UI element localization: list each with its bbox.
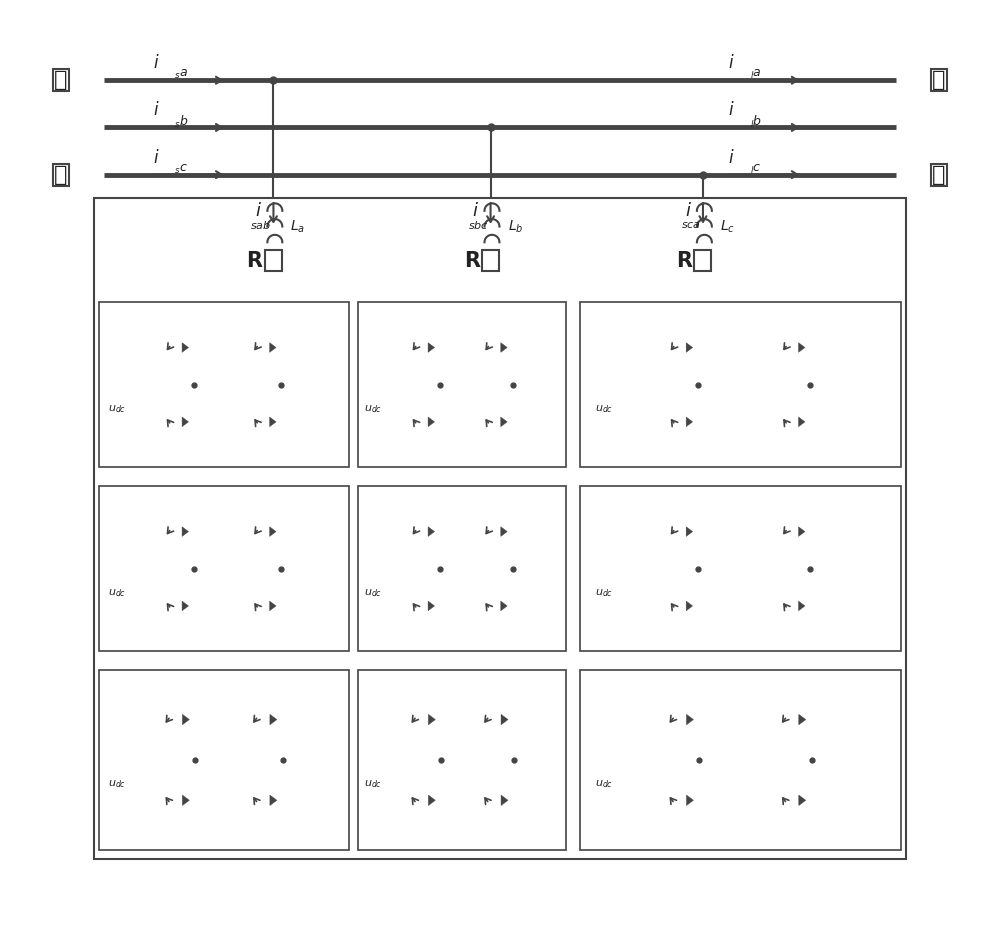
Text: $i$: $i$	[728, 148, 735, 167]
Polygon shape	[428, 417, 435, 427]
Text: $sbc$: $sbc$	[468, 219, 489, 230]
Polygon shape	[182, 715, 189, 725]
Text: $u_{dc}$: $u_{dc}$	[108, 587, 126, 599]
Text: $u_{dc}$: $u_{dc}$	[108, 403, 126, 415]
Bar	[580, 670, 901, 850]
Polygon shape	[270, 795, 277, 805]
Polygon shape	[270, 715, 277, 725]
Polygon shape	[686, 715, 693, 725]
Bar	[99, 302, 349, 467]
Bar	[580, 486, 901, 651]
Text: $_sc$: $_sc$	[174, 162, 188, 176]
Polygon shape	[270, 601, 276, 611]
Bar	[99, 670, 349, 850]
Text: $_lb$: $_lb$	[750, 113, 762, 130]
Text: $i$: $i$	[728, 54, 735, 73]
Bar	[358, 670, 566, 850]
Text: $sca$: $sca$	[681, 220, 701, 229]
Text: $u_{dc}$: $u_{dc}$	[595, 779, 613, 790]
Text: $i$: $i$	[728, 101, 735, 120]
Text: $u_{dc}$: $u_{dc}$	[364, 779, 382, 790]
Text: 电: 电	[54, 70, 68, 91]
Text: $u_{dc}$: $u_{dc}$	[364, 587, 382, 599]
Bar	[99, 486, 349, 651]
Text: 网: 网	[54, 164, 68, 185]
Polygon shape	[428, 343, 435, 352]
Text: $i$: $i$	[685, 202, 692, 221]
Polygon shape	[799, 715, 806, 725]
Polygon shape	[799, 343, 805, 352]
Text: $_sa$: $_sa$	[174, 68, 188, 81]
Polygon shape	[428, 601, 435, 611]
Text: $sab$: $sab$	[250, 219, 272, 230]
Polygon shape	[501, 715, 508, 725]
Polygon shape	[799, 601, 805, 611]
Polygon shape	[270, 527, 276, 536]
Text: R: R	[464, 250, 480, 271]
Polygon shape	[501, 601, 507, 611]
Polygon shape	[501, 417, 507, 427]
Text: 负: 负	[932, 70, 946, 91]
Text: $i$: $i$	[472, 202, 479, 221]
Bar	[358, 486, 566, 651]
Text: $i$: $i$	[153, 148, 159, 167]
Polygon shape	[428, 795, 435, 805]
Bar	[694, 250, 711, 271]
Text: $u_{dc}$: $u_{dc}$	[595, 587, 613, 599]
Polygon shape	[799, 527, 805, 536]
Text: $L_b$: $L_b$	[508, 218, 523, 235]
Bar	[580, 302, 901, 467]
Polygon shape	[182, 527, 189, 536]
Polygon shape	[182, 795, 189, 805]
Text: R: R	[676, 250, 692, 271]
Polygon shape	[686, 527, 693, 536]
Text: 载: 载	[932, 164, 946, 185]
Polygon shape	[501, 527, 507, 536]
Text: $u_{dc}$: $u_{dc}$	[364, 403, 382, 415]
Polygon shape	[686, 601, 693, 611]
Text: $_lc$: $_lc$	[750, 162, 762, 176]
Polygon shape	[428, 527, 435, 536]
Bar	[482, 250, 499, 271]
Bar	[94, 198, 906, 859]
Polygon shape	[182, 601, 189, 611]
Text: $u_{dc}$: $u_{dc}$	[595, 403, 613, 415]
Polygon shape	[686, 343, 693, 352]
Polygon shape	[182, 343, 189, 352]
Text: $i$: $i$	[153, 54, 159, 73]
Polygon shape	[182, 417, 189, 427]
Polygon shape	[270, 417, 276, 427]
Text: $L_a$: $L_a$	[290, 218, 305, 235]
Polygon shape	[501, 343, 507, 352]
Text: $L_c$: $L_c$	[720, 218, 735, 235]
Polygon shape	[686, 795, 693, 805]
Text: $_la$: $_la$	[750, 68, 762, 81]
Bar	[358, 302, 566, 467]
Bar	[265, 250, 282, 271]
Text: R: R	[247, 250, 263, 271]
Polygon shape	[686, 417, 693, 427]
Polygon shape	[428, 715, 435, 725]
Polygon shape	[799, 795, 806, 805]
Polygon shape	[270, 343, 276, 352]
Polygon shape	[799, 417, 805, 427]
Text: $_sb$: $_sb$	[174, 113, 189, 130]
Text: $i$: $i$	[255, 202, 262, 221]
Text: $u_{dc}$: $u_{dc}$	[108, 779, 126, 790]
Text: $i$: $i$	[153, 101, 159, 120]
Polygon shape	[501, 795, 508, 805]
